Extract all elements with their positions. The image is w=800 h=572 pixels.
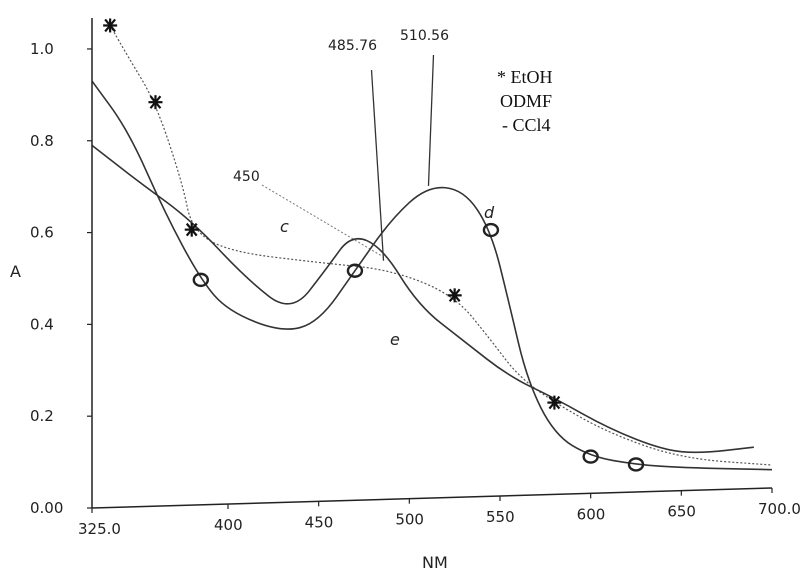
- curve-label-d: d: [484, 203, 495, 222]
- x-tick-label: 400: [214, 516, 243, 534]
- reference-line: [261, 184, 383, 257]
- annotation-450: 450: [233, 169, 260, 185]
- series-line-1: [91, 80, 773, 471]
- axes: [91, 18, 773, 509]
- series-line-2: [91, 144, 754, 454]
- circle-marker: [627, 457, 645, 472]
- annotation-510-56: 510.56: [400, 28, 449, 44]
- x-axis-line: [91, 487, 773, 509]
- legend-item-etoh: * EtOH: [497, 67, 553, 87]
- y-axis-title: A: [10, 262, 21, 281]
- series-line-0: [109, 25, 773, 466]
- series-markers: [103, 18, 645, 472]
- curve-label-e: e: [390, 330, 400, 349]
- y-tick-label: 1.0: [30, 40, 54, 58]
- legend-item-odmf: ODMF: [500, 91, 552, 111]
- star-marker: [184, 222, 199, 237]
- circle-marker: [582, 449, 599, 464]
- x-tick-label: 550: [486, 508, 515, 526]
- star-marker: [547, 395, 562, 410]
- y-tick-label: 0.6: [30, 224, 54, 242]
- x-tick-label: 500: [395, 511, 424, 529]
- legend: * EtOH ODMF - CCl4: [497, 67, 553, 135]
- reference-line: [427, 54, 435, 186]
- reference-lines: [261, 54, 435, 261]
- x-tick-label: 600: [577, 505, 606, 523]
- tick-labels: 325.0 400 450 500 550 600 650 700.0 0.00 0.2 0.4 0.…: [30, 40, 800, 538]
- star-marker: [447, 288, 462, 303]
- x-tick-label: 700.0: [758, 500, 800, 518]
- series-curves: [91, 25, 773, 471]
- y-tick-label: 0.4: [30, 315, 54, 333]
- star-marker: [103, 18, 118, 33]
- y-tick-label: 0.00: [30, 499, 63, 517]
- y-tick-label: 0.2: [30, 407, 54, 425]
- x-tick-label: 325.0: [78, 520, 121, 538]
- annotation-485-76: 485.76: [328, 38, 377, 54]
- star-marker: [148, 95, 163, 110]
- y-tick-label: 0.8: [30, 132, 54, 150]
- circle-marker: [346, 263, 364, 278]
- circle-marker: [192, 272, 210, 288]
- legend-item-ccl4: - CCl4: [502, 115, 551, 135]
- circle-marker: [482, 222, 500, 238]
- reference-line: [370, 69, 385, 261]
- curve-label-c: c: [280, 217, 289, 236]
- x-tick-label: 450: [305, 513, 334, 531]
- x-axis-title: NM: [422, 553, 448, 572]
- x-tick-label: 650: [667, 503, 696, 521]
